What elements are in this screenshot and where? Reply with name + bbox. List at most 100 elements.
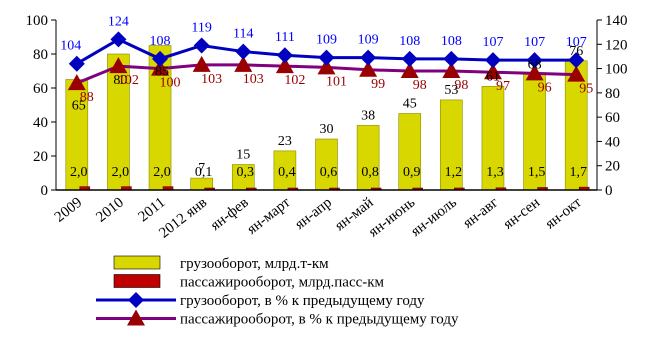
y-right-tick-label: 20 bbox=[605, 159, 620, 175]
passenger-percent-label: 98 bbox=[454, 78, 468, 93]
legend-entry: пассажирооборот, млрд.пасс-км bbox=[113, 274, 385, 291]
passenger-percent-marker bbox=[317, 58, 336, 75]
passenger-percent-label: 103 bbox=[201, 72, 222, 87]
x-tick-label: ян-июль bbox=[408, 194, 460, 239]
x-tick-label: ян-сен bbox=[501, 195, 544, 233]
passenger-percent-label: 96 bbox=[538, 80, 552, 95]
passenger-percent-label: 88 bbox=[80, 90, 94, 105]
cargo-percent-marker bbox=[484, 52, 501, 69]
passenger-percent-marker bbox=[151, 59, 170, 76]
cargo-percent-marker bbox=[360, 49, 377, 66]
cargo-bar-label: 85 bbox=[155, 65, 169, 80]
y-right-tick-label: 60 bbox=[605, 110, 620, 126]
passenger-percent-marker bbox=[525, 64, 544, 81]
passenger-percent-label: 102 bbox=[284, 73, 305, 88]
y-left-tick-label: 60 bbox=[33, 81, 48, 97]
y-left-tick-label: 20 bbox=[33, 149, 48, 165]
cargo-percent-marker bbox=[235, 43, 252, 60]
x-tick-label: 2011 bbox=[135, 195, 168, 226]
passenger-percent-marker bbox=[567, 65, 586, 82]
cargo-bar bbox=[356, 125, 380, 191]
x-tick-label: ян-окт bbox=[542, 194, 585, 232]
passenger-percent-marker bbox=[109, 57, 128, 74]
cargo-bar-label: 61 bbox=[486, 69, 500, 84]
passenger-bar-label: 2,0 bbox=[153, 165, 171, 180]
plot-area: 0 20 40 60 80 100 0 20 40 60 80 100 120 140 65 80 85 7 15 2… bbox=[26, 13, 628, 241]
cargo-percent-marker bbox=[318, 49, 335, 66]
cargo-bar-label: 65 bbox=[72, 99, 86, 114]
passenger-percent-marker bbox=[359, 60, 378, 77]
cargo-percent-label: 109 bbox=[358, 33, 379, 48]
passenger-percent-label: 102 bbox=[118, 73, 139, 88]
y-right-tick-label: 0 bbox=[605, 183, 613, 199]
cargo-percent-label: 114 bbox=[233, 27, 253, 42]
x-tick-label: 2012 янв bbox=[156, 195, 210, 242]
cargo-bar-label: 15 bbox=[236, 148, 250, 163]
cargo-percent-label: 107 bbox=[524, 35, 545, 50]
passenger-bar-label: 1,5 bbox=[528, 165, 546, 180]
cargo-percent-marker bbox=[401, 50, 418, 67]
cargo-percent-label: 108 bbox=[441, 34, 462, 49]
cargo-bar-label: 53 bbox=[444, 83, 458, 98]
passenger-percent-marker bbox=[234, 55, 253, 72]
cargo-percent-label: 107 bbox=[482, 35, 503, 50]
y-right-tick-label: 140 bbox=[605, 13, 628, 29]
cargo-percent-label: 104 bbox=[60, 39, 81, 54]
cargo-bar-label: 23 bbox=[278, 134, 292, 149]
passenger-percent-marker bbox=[275, 57, 294, 74]
cargo-bar-label: 38 bbox=[361, 108, 375, 123]
y-right-tick-label: 40 bbox=[605, 134, 620, 150]
passenger-bar-label: 0,8 bbox=[361, 165, 379, 180]
cargo-percent-label: 111 bbox=[275, 30, 295, 45]
cargo-percent-label: 108 bbox=[399, 34, 420, 49]
legend-swatch bbox=[113, 274, 161, 288]
passenger-bar-label: 0,9 bbox=[403, 165, 421, 180]
cargo-percent-marker bbox=[110, 31, 127, 48]
legend-label: пассажирооборот, млрд.пасс-км bbox=[180, 275, 385, 291]
y-left-tick-label: 40 bbox=[33, 115, 48, 131]
legend-entry: пассажирооборот, в % к предыдущему году bbox=[96, 309, 459, 328]
passenger-bar-label: 1,3 bbox=[486, 165, 504, 180]
passenger-percent-marker bbox=[192, 55, 211, 72]
legend-entry: грузооборот, в % к предыдущему году bbox=[96, 292, 425, 309]
passenger-percent-marker bbox=[400, 62, 419, 78]
x-tick-label: 2010 bbox=[93, 195, 126, 226]
passenger-bar-label: 1,2 bbox=[445, 165, 463, 180]
legend-label: грузооборот, в % к предыдущему году bbox=[180, 293, 425, 309]
passenger-bar-label: 0,3 bbox=[237, 165, 255, 180]
y-left-tick-label: 80 bbox=[33, 47, 48, 63]
cargo-percent-marker bbox=[568, 52, 585, 69]
cargo-percent-marker bbox=[193, 37, 210, 54]
x-tick-label: 2009 bbox=[52, 195, 85, 226]
passenger-percent-marker bbox=[442, 62, 461, 78]
cargo-percent-label: 108 bbox=[150, 34, 171, 49]
passenger-percent-label: 99 bbox=[371, 77, 385, 92]
passenger-bar-label: 0,1 bbox=[195, 165, 213, 180]
passenger-percent-label: 97 bbox=[496, 79, 510, 94]
x-tick-label: ян-июнь bbox=[366, 194, 419, 240]
legend-swatch bbox=[113, 255, 161, 270]
y-right-tick-label: 120 bbox=[605, 37, 628, 53]
legend-marker bbox=[128, 292, 144, 308]
passenger-bar-label: 0,6 bbox=[320, 165, 338, 180]
cargo-bar-label: 68 bbox=[528, 57, 542, 72]
cargo-percent-marker bbox=[152, 50, 169, 67]
y-left-tick-label: 0 bbox=[41, 183, 49, 199]
cargo-percent-marker bbox=[526, 52, 543, 69]
cargo-percent-label: 109 bbox=[316, 33, 337, 48]
passenger-bar-label: 0,4 bbox=[278, 165, 296, 180]
y-right-tick-label: 80 bbox=[605, 86, 620, 102]
cargo-bar-label: 45 bbox=[403, 97, 417, 112]
cargo-percent-label: 119 bbox=[191, 21, 211, 36]
cargo-bar-label: 80 bbox=[113, 73, 127, 88]
cargo-percent-marker bbox=[276, 47, 293, 64]
x-tick-label: ян-апр bbox=[292, 195, 335, 233]
passenger-bar-label: 1,7 bbox=[569, 165, 587, 180]
passenger-percent-marker bbox=[483, 63, 502, 80]
legend-marker bbox=[127, 309, 145, 326]
passenger-bar-label: 2,0 bbox=[112, 165, 130, 180]
y-left-tick-label: 100 bbox=[26, 13, 49, 29]
passenger-percent-label: 101 bbox=[326, 74, 347, 89]
passenger-percent-label: 100 bbox=[160, 76, 181, 91]
